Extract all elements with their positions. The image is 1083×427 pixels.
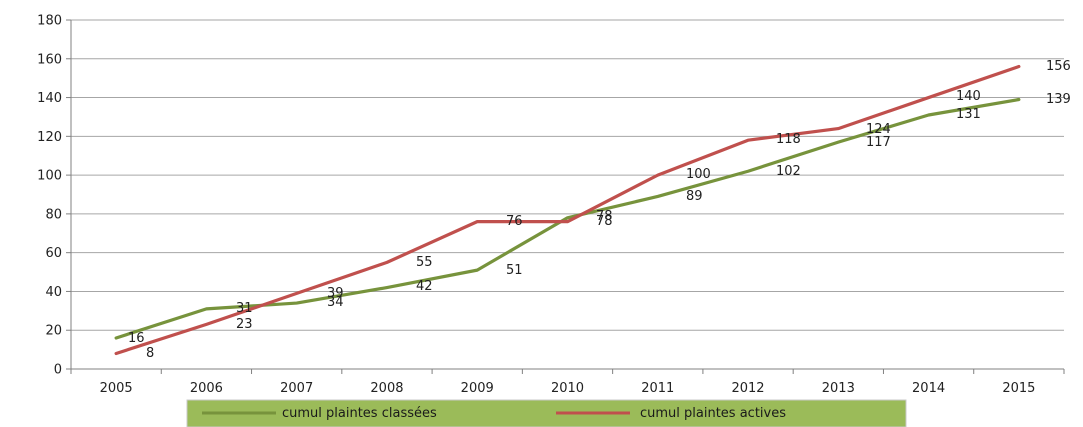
- data-label: 76: [506, 214, 523, 229]
- data-label: 31: [236, 301, 253, 316]
- x-tick-label-2006: 2006: [190, 381, 223, 396]
- data-label: 78: [596, 209, 613, 224]
- series-lines: [114, 64, 1021, 356]
- data-label: 78: [596, 214, 613, 229]
- x-tick-label-2015: 2015: [1002, 381, 1035, 396]
- data-label: 42: [416, 279, 433, 294]
- x-tick-label-2009: 2009: [461, 381, 494, 396]
- series-line-actives: [114, 64, 1021, 356]
- legend-box: [186, 399, 907, 427]
- gridlines: [71, 19, 1064, 331]
- y-tick-label: 40: [45, 285, 62, 300]
- x-tick-label-2010: 2010: [551, 381, 584, 396]
- legend-entry: cumul plaintes classées: [282, 406, 437, 421]
- y-tick-label: 100: [37, 169, 62, 184]
- data-label: 51: [506, 263, 523, 278]
- y-tick-label: 140: [37, 91, 62, 106]
- axes: 0 20 40 60 80 100 120 140 160 180 2005 2006 2007 2008…: [37, 14, 1065, 396]
- data-label: 118: [776, 132, 801, 147]
- data-label: 34: [327, 295, 344, 310]
- x-tick-label-2011: 2011: [641, 381, 674, 396]
- data-label: 156: [1046, 59, 1071, 74]
- data-label: 89: [686, 189, 703, 204]
- y-tick-label: 20: [45, 324, 62, 339]
- data-label: 124: [866, 122, 891, 137]
- data-label: 139: [1046, 92, 1071, 107]
- data-label: 140: [956, 89, 981, 104]
- y-tick-label: 120: [37, 130, 62, 145]
- x-tick-label-2007: 2007: [280, 381, 313, 396]
- x-tick-label-2005: 2005: [100, 381, 133, 396]
- data-label: 102: [776, 164, 801, 179]
- data-label: 117: [866, 135, 891, 150]
- x-tick-label-2008: 2008: [370, 381, 403, 396]
- legend: cumul plaintes classées cumul plaintes ac…: [186, 399, 907, 427]
- data-label: 100: [686, 167, 711, 182]
- data-label: 39: [327, 286, 344, 301]
- data-labels: 16 31 34 42 51 78 89 102 117 131 139 8 23 39 55 76 78 100…: [128, 59, 1071, 361]
- data-label: 8: [146, 346, 154, 361]
- legend-entry: cumul plaintes actives: [640, 406, 786, 421]
- x-tick-label-2012: 2012: [731, 381, 764, 396]
- y-tick-label: 160: [37, 52, 62, 67]
- y-tick-label: 180: [37, 14, 62, 29]
- data-label: 55: [416, 255, 433, 270]
- data-label: 131: [956, 107, 981, 122]
- x-tick-label-2014: 2014: [912, 381, 945, 396]
- data-label: 23: [236, 317, 253, 332]
- y-tick-label: 0: [54, 363, 62, 378]
- data-label: 16: [128, 331, 145, 346]
- y-tick-label: 80: [45, 207, 62, 222]
- x-tick-label-2013: 2013: [822, 381, 855, 396]
- y-tick-label: 60: [45, 246, 62, 261]
